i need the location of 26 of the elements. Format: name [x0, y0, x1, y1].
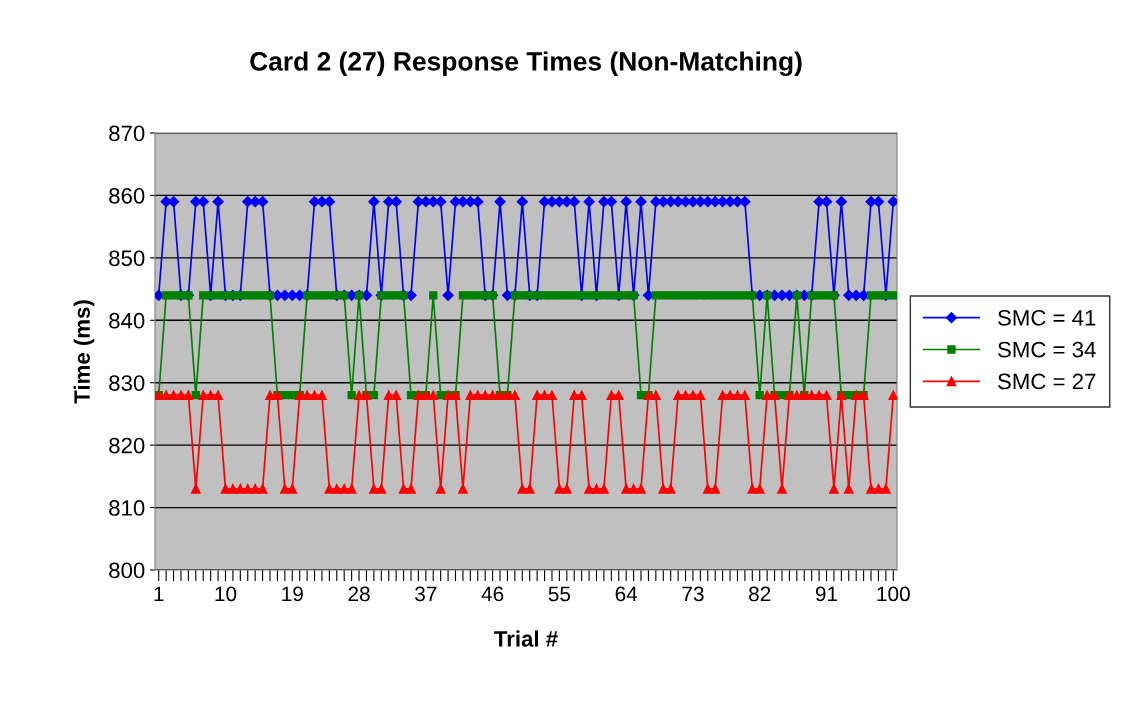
- x-axis-title: Trial #: [494, 630, 558, 647]
- legend-label: SMC = 34: [998, 341, 1096, 358]
- legend-label: SMC = 41: [998, 309, 1096, 326]
- x-tick-label: 10: [215, 586, 237, 602]
- x-tick-label: 73: [682, 586, 704, 602]
- y-axis-title: Time (ms): [73, 300, 95, 404]
- y-tick-label: 850: [109, 250, 145, 267]
- y-tick-label: 820: [109, 437, 145, 454]
- x-tick-label: 28: [348, 586, 370, 602]
- x-tick-label: 1: [154, 586, 164, 602]
- chart-title: Card 2 (27) Response Times (Non-Matching): [250, 51, 802, 77]
- x-tick-label: 91: [815, 586, 838, 602]
- y-tick-label: 810: [109, 500, 145, 516]
- x-tick-label: 100: [877, 586, 910, 602]
- y-tick-label: 870: [109, 125, 145, 142]
- x-tick-label: 64: [615, 586, 638, 602]
- y-tick-label: 800: [109, 562, 145, 579]
- x-tick-label: 82: [749, 586, 771, 602]
- x-tick-label: 19: [282, 586, 303, 602]
- y-tick-label: 840: [109, 312, 145, 329]
- y-tick-label: 860: [109, 187, 145, 204]
- x-tick-label: 37: [415, 586, 437, 602]
- x-tick-label: 55: [548, 586, 571, 602]
- y-tick-label: 830: [109, 375, 145, 391]
- legend-label: SMC = 27: [998, 373, 1096, 390]
- x-tick-label: 46: [481, 586, 504, 602]
